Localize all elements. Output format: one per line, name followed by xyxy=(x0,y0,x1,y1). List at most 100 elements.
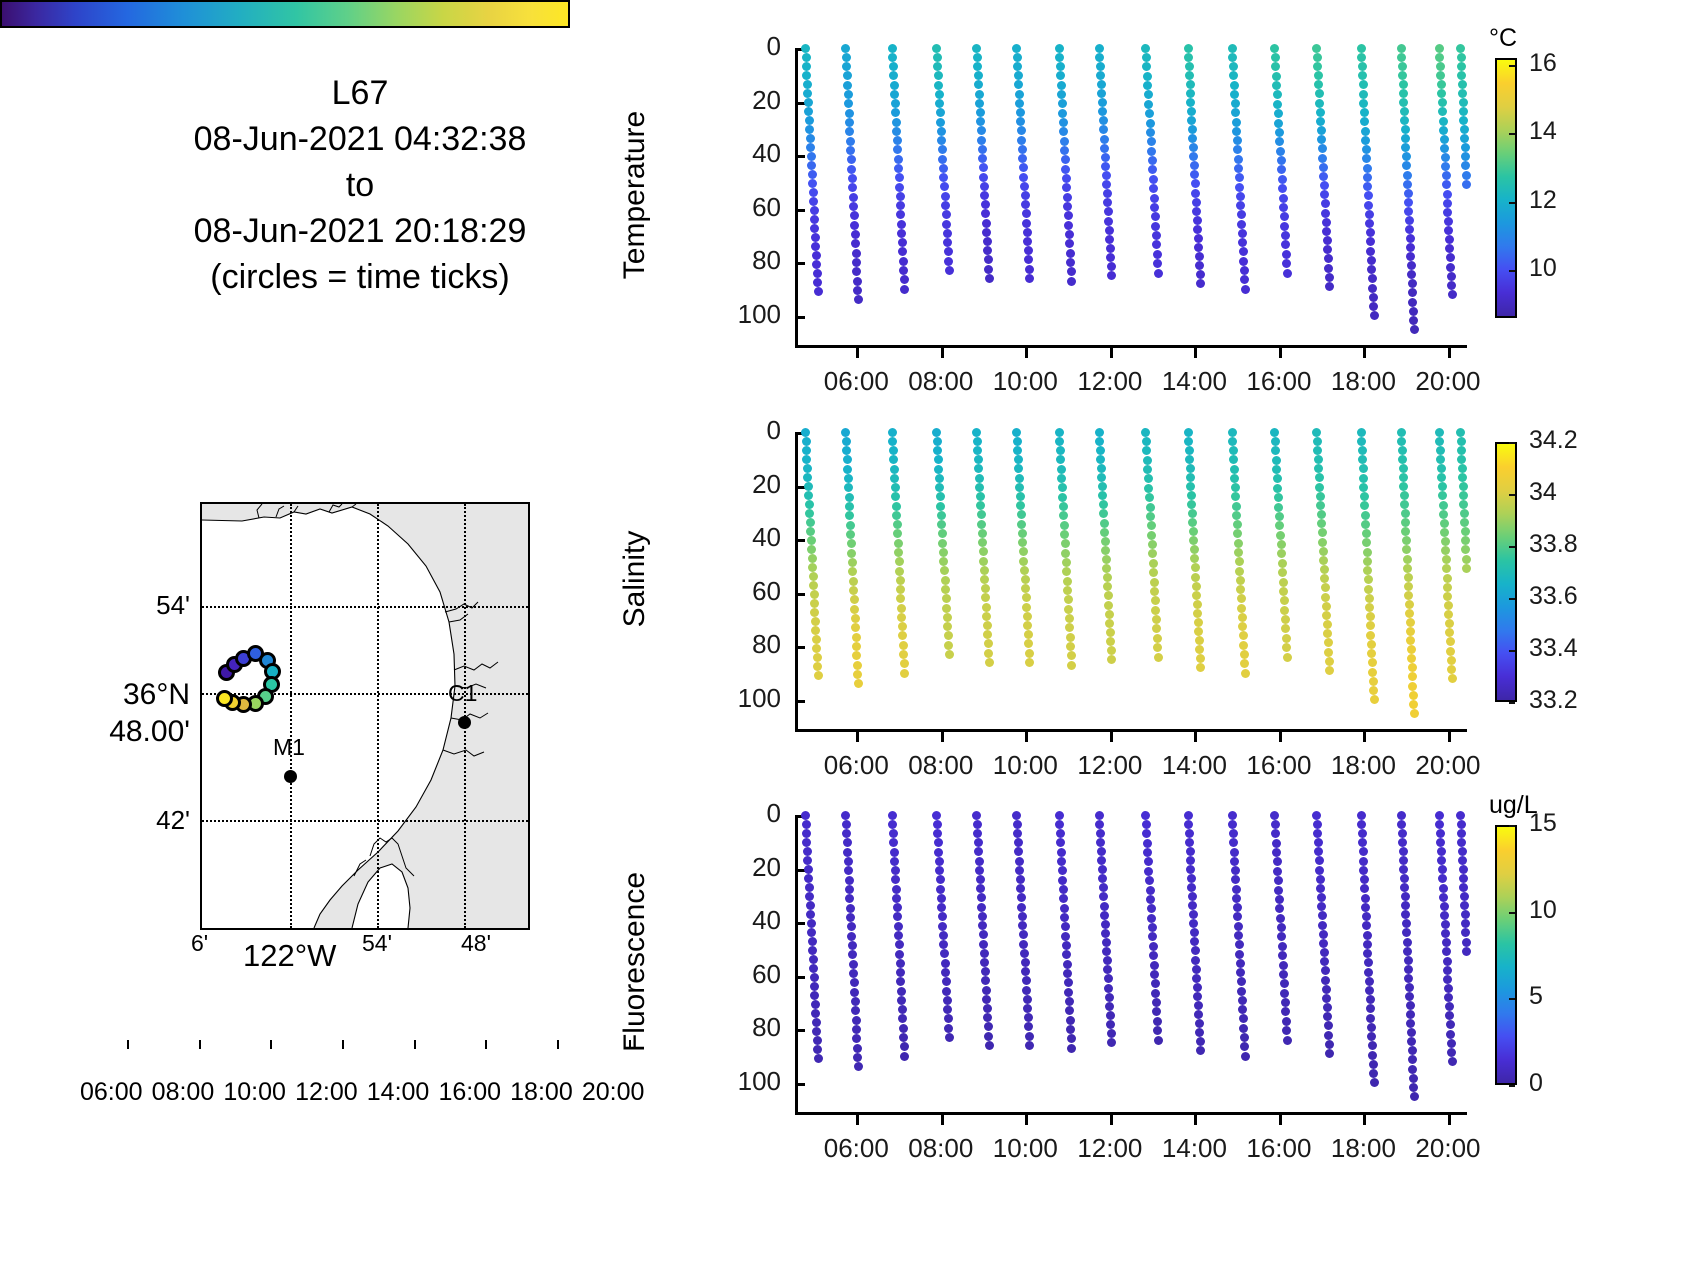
data-point xyxy=(1445,253,1455,263)
data-point xyxy=(1462,563,1472,573)
data-point xyxy=(1321,975,1331,985)
colorbar-tick-temperature xyxy=(1509,64,1515,67)
data-point xyxy=(1015,865,1025,875)
time-colorbar-tick xyxy=(126,1040,129,1049)
colorbar-fluorescence[interactable] xyxy=(1495,825,1517,1085)
data-point xyxy=(1021,584,1030,594)
station-dot-m1[interactable] xyxy=(284,770,297,783)
data-point xyxy=(1190,563,1200,573)
time-colorbar[interactable] xyxy=(0,0,570,28)
title-line-note: (circles = time ticks) xyxy=(210,258,510,296)
data-point xyxy=(1195,654,1205,664)
data-point xyxy=(1058,875,1068,885)
y-tick-temperature xyxy=(795,101,805,105)
data-point xyxy=(981,218,991,228)
x-tick-label-fluorescence: 06:00 xyxy=(823,1133,889,1163)
data-point xyxy=(1096,463,1106,473)
data-point xyxy=(853,669,863,679)
plot-area-temperature[interactable] xyxy=(795,48,1467,348)
data-point xyxy=(1025,657,1035,667)
data-point xyxy=(1066,1024,1076,1034)
station-dot-c1[interactable] xyxy=(458,716,471,729)
data-point xyxy=(1020,574,1030,584)
data-point xyxy=(843,857,853,867)
data-point xyxy=(850,987,860,997)
data-point xyxy=(1399,107,1409,116)
data-point xyxy=(852,267,862,277)
data-point xyxy=(1153,652,1163,662)
data-point xyxy=(975,482,985,492)
data-point xyxy=(896,977,906,987)
data-point xyxy=(938,154,948,164)
data-point xyxy=(1239,266,1249,276)
data-point xyxy=(973,445,983,455)
data-point xyxy=(1150,969,1160,979)
data-point xyxy=(1230,856,1240,866)
data-point xyxy=(1276,923,1286,932)
data-point xyxy=(1436,70,1446,80)
data-point xyxy=(937,912,947,922)
data-point xyxy=(1152,1007,1162,1017)
data-point xyxy=(1442,947,1452,957)
data-point xyxy=(1280,998,1290,1007)
x-tick-label-temperature: 10:00 xyxy=(992,366,1058,396)
data-point xyxy=(943,622,953,632)
data-point xyxy=(1232,520,1242,530)
data-point xyxy=(813,287,823,297)
data-point xyxy=(1360,510,1370,520)
data-point xyxy=(1313,828,1323,838)
data-point xyxy=(1456,427,1466,437)
data-point xyxy=(1196,279,1206,289)
data-point xyxy=(1149,568,1159,578)
data-point xyxy=(1240,1051,1250,1061)
data-point xyxy=(942,986,952,996)
data-point xyxy=(1321,592,1331,602)
data-point xyxy=(1461,554,1471,564)
data-point xyxy=(1444,619,1454,629)
data-point xyxy=(1058,108,1068,118)
data-point xyxy=(1056,80,1066,90)
data-point xyxy=(1369,1069,1379,1079)
data-point xyxy=(893,538,903,548)
data-point xyxy=(1318,546,1328,556)
colorbar-temperature[interactable] xyxy=(1495,58,1517,318)
data-point xyxy=(848,576,858,586)
data-point xyxy=(1064,604,1074,614)
plot-area-salinity[interactable] xyxy=(795,432,1467,732)
data-point xyxy=(1022,994,1032,1004)
data-point xyxy=(1060,539,1070,549)
data-point xyxy=(940,958,950,968)
data-point xyxy=(1362,154,1372,164)
data-point xyxy=(1403,955,1413,965)
data-point xyxy=(1103,974,1113,984)
data-point xyxy=(1318,162,1328,172)
data-point xyxy=(1104,992,1114,1002)
data-point xyxy=(1101,555,1111,564)
data-point xyxy=(973,455,983,465)
data-point xyxy=(1229,847,1239,857)
data-point xyxy=(1320,957,1330,967)
data-point xyxy=(1183,810,1193,820)
data-point xyxy=(1406,1019,1416,1029)
x-tick-label-fluorescence: 16:00 xyxy=(1246,1133,1312,1163)
data-point xyxy=(1436,464,1446,473)
colorbar-salinity[interactable] xyxy=(1495,442,1517,702)
data-point xyxy=(1143,848,1153,857)
data-point xyxy=(1361,519,1371,529)
data-point xyxy=(1148,549,1158,559)
monterey-bay-map[interactable]: C1 M1 xyxy=(200,502,530,930)
time-colorbar-tick xyxy=(557,1040,560,1049)
data-point xyxy=(1148,932,1158,942)
data-point xyxy=(982,994,992,1004)
data-point xyxy=(888,52,898,62)
data-point xyxy=(1067,660,1077,670)
data-point xyxy=(1369,1078,1379,1088)
colorbar-tick-salinity xyxy=(1509,546,1515,548)
time-colorbar-tick xyxy=(485,1040,488,1049)
data-point xyxy=(1232,136,1242,146)
data-point xyxy=(1435,828,1445,838)
plot-area-fluorescence[interactable] xyxy=(795,815,1467,1115)
data-point xyxy=(843,847,853,857)
data-point xyxy=(938,547,948,557)
data-point xyxy=(811,1018,821,1028)
